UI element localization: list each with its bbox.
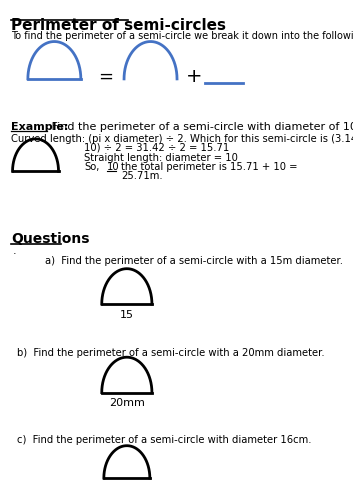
Text: a)  Find the perimeter of a semi-circle with a 15m diameter.: a) Find the perimeter of a semi-circle w… <box>44 256 343 266</box>
Text: Straight length: diameter = 10: Straight length: diameter = 10 <box>84 152 238 162</box>
Text: b)  Find the perimeter of a semi-circle with a 20mm diameter.: b) Find the perimeter of a semi-circle w… <box>17 348 324 358</box>
Text: =: = <box>98 68 113 86</box>
Text: 20mm: 20mm <box>109 398 145 408</box>
Text: 10: 10 <box>107 162 120 172</box>
Text: 15: 15 <box>120 310 134 320</box>
Text: +: + <box>185 68 202 86</box>
Text: Curved length: (pi x diameter) ÷ 2. Which for this semi-circle is (3.142 x: Curved length: (pi x diameter) ÷ 2. Whic… <box>11 134 353 144</box>
Text: So,: So, <box>84 162 100 172</box>
Text: .: . <box>12 246 16 256</box>
Text: 10) ÷ 2 = 31.42 ÷ 2 = 15.71: 10) ÷ 2 = 31.42 ÷ 2 = 15.71 <box>84 143 229 153</box>
Text: c)  Find the perimeter of a semi-circle with diameter 16cm.: c) Find the perimeter of a semi-circle w… <box>17 435 311 445</box>
Text: Perimeter of semi-circles: Perimeter of semi-circles <box>11 18 226 33</box>
Text: Find the perimeter of a semi-circle with diameter of 10m.: Find the perimeter of a semi-circle with… <box>48 122 353 132</box>
Text: To find the perimeter of a semi-circle we break it down into the following:: To find the perimeter of a semi-circle w… <box>11 30 353 40</box>
Text: the total perimeter is 15.71 + 10 =: the total perimeter is 15.71 + 10 = <box>121 162 298 172</box>
Text: 25.71m.: 25.71m. <box>121 172 163 181</box>
Text: Questions: Questions <box>11 232 90 246</box>
Text: Example:: Example: <box>11 122 68 132</box>
